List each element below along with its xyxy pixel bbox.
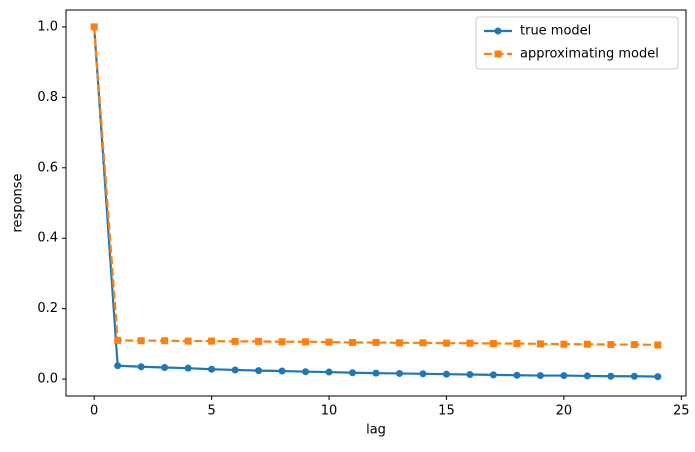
data-point	[278, 338, 286, 346]
data-point	[278, 367, 286, 375]
y-tick-label: 0.6	[37, 160, 58, 175]
y-tick-label: 0.4	[37, 231, 58, 246]
data-point	[208, 365, 216, 373]
data-point	[302, 338, 310, 346]
legend-box	[475, 16, 679, 70]
data-point	[231, 366, 239, 374]
data-point	[536, 340, 544, 348]
y-tick-label: 0.2	[37, 301, 58, 316]
data-point	[161, 363, 169, 371]
y-tick-label: 0.8	[37, 90, 58, 105]
data-point	[513, 340, 521, 348]
legend: true model approximating model	[475, 16, 679, 70]
data-point	[184, 337, 192, 345]
data-point	[302, 368, 310, 376]
data-point	[536, 372, 544, 380]
data-point	[325, 338, 333, 346]
data-point	[184, 364, 192, 372]
data-point	[607, 372, 615, 380]
y-tick-label: 1.0	[37, 19, 58, 34]
data-point	[466, 371, 474, 379]
x-tick-label: 0	[90, 404, 98, 419]
data-point	[442, 339, 450, 347]
plot-frame	[65, 9, 687, 397]
data-point	[395, 369, 403, 377]
data-point	[654, 341, 662, 349]
legend-label: approximating model	[520, 47, 659, 62]
data-point	[349, 369, 357, 377]
data-point	[372, 369, 380, 377]
legend-marker	[494, 27, 502, 35]
data-point	[114, 336, 122, 344]
data-point	[607, 341, 615, 349]
data-point	[654, 373, 662, 381]
data-point	[255, 367, 263, 375]
data-point	[395, 339, 403, 347]
data-point	[349, 338, 357, 346]
x-tick-label: 15	[438, 404, 455, 419]
data-point	[489, 340, 497, 348]
legend-label: true model	[520, 24, 591, 39]
data-point	[114, 362, 122, 370]
series-line	[93, 26, 658, 378]
data-point	[208, 337, 216, 345]
y-axis-label: response	[11, 173, 26, 232]
x-tick-label: 25	[673, 404, 690, 419]
data-point	[137, 337, 145, 345]
x-tick-label: 10	[321, 404, 338, 419]
x-tick-label: 20	[556, 404, 573, 419]
data-point	[419, 370, 427, 378]
data-point	[560, 372, 568, 380]
data-point	[161, 337, 169, 345]
data-point	[419, 339, 427, 347]
data-point	[583, 372, 591, 380]
data-point	[255, 337, 263, 345]
data-point	[560, 340, 568, 348]
data-point	[231, 337, 239, 345]
x-tick-label: 5	[207, 404, 215, 419]
data-point	[489, 371, 497, 379]
legend-marker	[494, 50, 502, 58]
data-point	[466, 339, 474, 347]
data-point	[137, 363, 145, 371]
data-point	[630, 341, 638, 349]
data-point	[513, 371, 521, 379]
data-point	[372, 338, 380, 346]
series-line	[93, 26, 658, 347]
data-point	[325, 368, 333, 376]
x-axis-label: lag	[366, 423, 386, 438]
data-point	[90, 23, 98, 31]
y-tick-label: 0.0	[37, 372, 58, 387]
data-point	[630, 372, 638, 380]
data-point	[583, 340, 591, 348]
data-point	[442, 370, 450, 378]
